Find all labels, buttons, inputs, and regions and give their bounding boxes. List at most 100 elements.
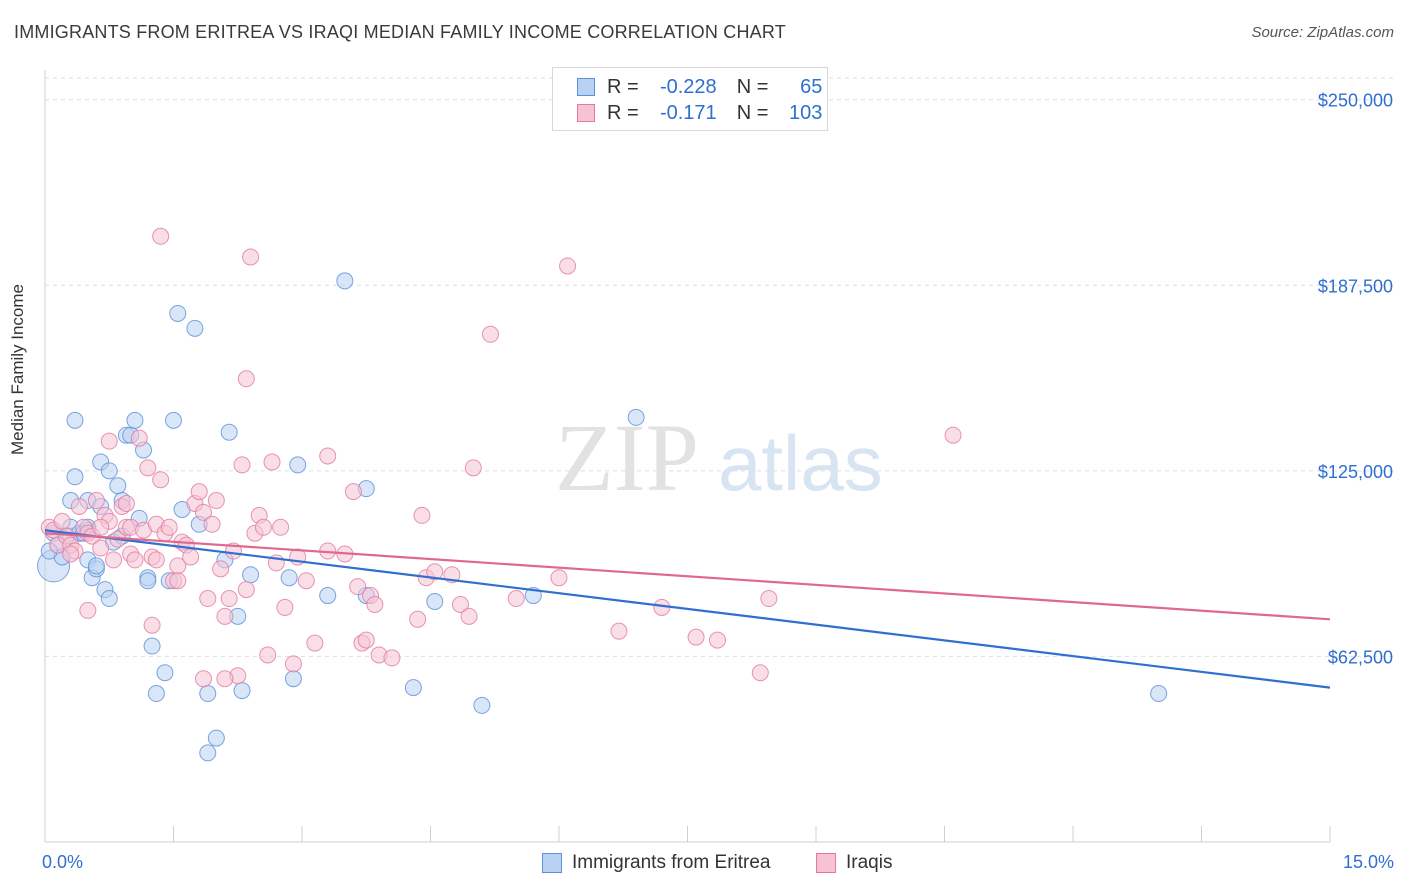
- point-iraqis: [426, 563, 444, 581]
- point-iraqis: [481, 325, 499, 343]
- point-eritrea: [143, 637, 161, 655]
- point-eritrea: [233, 682, 251, 700]
- point-iraqis: [160, 518, 178, 536]
- bottom-legend-eritrea: Immigrants from Eritrea: [542, 852, 770, 874]
- y-tick-label: $250,000: [1318, 91, 1393, 111]
- point-iraqis: [194, 503, 212, 521]
- point-iraqis: [751, 664, 769, 682]
- point-eritrea: [627, 408, 645, 426]
- x-tick-label-max: 15.0%: [1342, 852, 1394, 872]
- point-iraqis: [92, 518, 110, 536]
- point-iraqis: [409, 610, 427, 628]
- point-eritrea: [289, 456, 307, 474]
- point-iraqis: [464, 459, 482, 477]
- point-eritrea: [199, 685, 217, 703]
- point-iraqis: [70, 497, 88, 515]
- point-iraqis: [194, 670, 212, 688]
- point-iraqis: [413, 506, 431, 524]
- y-tick-label: $62,500: [1328, 647, 1393, 667]
- point-iraqis: [216, 607, 234, 625]
- point-iraqis: [349, 578, 367, 596]
- point-iraqis: [263, 453, 281, 471]
- point-iraqis: [79, 601, 97, 619]
- legend-swatch-iraqis: [577, 104, 595, 122]
- legend-r-label: R =: [607, 75, 639, 98]
- point-eritrea: [147, 685, 165, 703]
- point-iraqis: [169, 572, 187, 590]
- point-iraqis: [559, 257, 577, 275]
- point-iraqis: [53, 512, 71, 530]
- point-iraqis: [507, 590, 525, 608]
- point-iraqis: [216, 670, 234, 688]
- point-iraqis: [460, 607, 478, 625]
- point-eritrea: [207, 729, 225, 747]
- bottom-legend-iraqis: Iraqis: [816, 852, 892, 874]
- point-iraqis: [708, 631, 726, 649]
- point-iraqis: [152, 227, 170, 245]
- point-iraqis: [344, 483, 362, 501]
- point-eritrea: [186, 319, 204, 337]
- point-eritrea: [139, 572, 157, 590]
- point-iraqis: [203, 515, 221, 533]
- bottom-legend-label-eritrea: Immigrants from Eritrea: [572, 852, 771, 873]
- point-eritrea: [280, 569, 298, 587]
- point-iraqis: [100, 432, 118, 450]
- legend-r-label: R =: [607, 101, 639, 124]
- legend-row-eritrea: R = -0.228 N = 65: [577, 75, 822, 99]
- point-eritrea: [404, 679, 422, 697]
- point-iraqis: [610, 622, 628, 640]
- watermark-atlas: atlas: [718, 419, 883, 507]
- point-iraqis: [284, 655, 302, 673]
- point-iraqis: [242, 248, 260, 266]
- point-iraqis: [276, 598, 294, 616]
- legend-swatch-eritrea: [577, 78, 595, 96]
- bottom-legend-swatch-eritrea: [542, 853, 562, 873]
- y-axis-title: Median Family Income: [8, 283, 27, 455]
- point-eritrea: [1150, 685, 1168, 703]
- point-eritrea: [156, 664, 174, 682]
- legend-n-label: N =: [736, 101, 769, 124]
- point-iraqis: [92, 539, 110, 557]
- point-iraqis: [233, 456, 251, 474]
- bottom-legend-swatch-iraqis: [816, 853, 836, 873]
- point-iraqis: [306, 634, 324, 652]
- point-iraqis: [319, 447, 337, 465]
- point-eritrea: [336, 272, 354, 290]
- point-iraqis: [357, 631, 375, 649]
- point-iraqis: [143, 616, 161, 634]
- point-eritrea: [109, 477, 127, 495]
- point-iraqis: [550, 569, 568, 587]
- point-iraqis: [212, 560, 230, 578]
- point-iraqis: [105, 551, 123, 569]
- point-iraqis: [220, 590, 238, 608]
- point-eritrea: [426, 592, 444, 610]
- point-iraqis: [383, 649, 401, 667]
- point-iraqis: [687, 628, 705, 646]
- point-iraqis: [451, 595, 469, 613]
- point-iraqis: [126, 551, 144, 569]
- point-iraqis: [366, 595, 384, 613]
- point-eritrea: [165, 411, 182, 429]
- point-eritrea: [220, 423, 238, 441]
- point-eritrea: [319, 587, 337, 605]
- legend-n-value: 103: [789, 101, 823, 124]
- point-eritrea: [284, 670, 302, 688]
- point-iraqis: [760, 590, 778, 608]
- point-iraqis: [152, 471, 170, 489]
- point-iraqis: [199, 590, 217, 608]
- trend-lines: [44, 529, 1331, 689]
- point-eritrea: [100, 462, 118, 480]
- point-iraqis: [130, 429, 148, 447]
- legend-r-value: -0.228: [659, 75, 717, 98]
- bottom-legend-label-iraqis: Iraqis: [846, 852, 893, 873]
- point-eritrea: [100, 590, 118, 608]
- point-iraqis: [272, 518, 290, 536]
- y-tick-labels: $62,500 $125,000 $187,500 $250,000: [1318, 91, 1393, 668]
- trend-line-eritrea: [44, 529, 1331, 689]
- stats-legend: R = -0.228 N = 65 R = -0.171 N = 103: [552, 67, 828, 131]
- point-eritrea: [66, 468, 84, 486]
- point-iraqis: [139, 459, 157, 477]
- watermark: ZIP atlas: [555, 404, 883, 511]
- point-iraqis: [117, 495, 135, 513]
- legend-r-value: -0.171: [659, 101, 717, 124]
